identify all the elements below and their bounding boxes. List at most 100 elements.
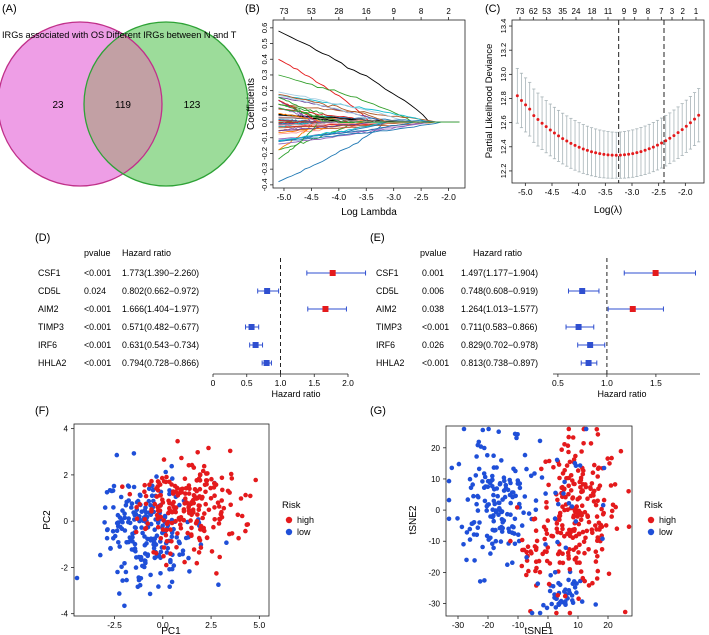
point-high: [155, 516, 160, 522]
x-tick-label: -4.5: [304, 192, 319, 202]
point-low: [115, 569, 120, 575]
point-high: [601, 510, 606, 516]
legend-swatch-high-g: [647, 516, 655, 524]
point-high: [568, 530, 573, 535]
x-tick-label: 1.0: [601, 378, 613, 388]
point-high: [203, 489, 208, 495]
y-tick-label: -0.4: [260, 178, 269, 191]
point-high: [514, 505, 520, 510]
deviance-point: [528, 107, 532, 111]
deviance-point: [668, 136, 672, 140]
panel-a: (A) IRGs associated with OS Different IR…: [0, 3, 249, 187]
point-high: [606, 571, 612, 577]
point-low: [569, 593, 575, 598]
point-high: [153, 551, 159, 556]
point-high: [577, 542, 582, 548]
point-high: [200, 468, 206, 474]
point-low: [566, 501, 572, 506]
coefficient-path: [278, 91, 460, 123]
x-tick-label: 1.5: [650, 378, 662, 388]
point-low: [495, 493, 501, 499]
coefficient-path: [278, 121, 460, 129]
point-high: [194, 519, 200, 524]
point-low: [532, 471, 537, 476]
point-low: [169, 579, 175, 585]
point-high: [243, 528, 248, 534]
point-low: [469, 521, 475, 526]
point-low: [474, 454, 479, 459]
point-high: [219, 475, 225, 481]
point-high: [179, 489, 184, 495]
point-high: [573, 555, 579, 561]
x-tick-label: -2.5: [414, 192, 429, 202]
point-high: [562, 593, 568, 599]
point-low: [491, 492, 496, 498]
point-high: [168, 551, 173, 556]
point-high: [157, 508, 163, 513]
point-low: [158, 571, 163, 576]
coefficient-path: [278, 121, 460, 142]
point-high: [614, 526, 620, 531]
point-low: [171, 563, 177, 568]
point-high: [198, 527, 203, 532]
point-low: [486, 426, 491, 432]
x-tick-label: 0.0: [157, 620, 169, 630]
point-high: [537, 569, 543, 575]
point-high: [134, 516, 140, 521]
point-low: [168, 559, 173, 565]
point-low: [122, 528, 128, 533]
top-tick-label: 7: [659, 7, 664, 16]
point-high: [204, 471, 209, 476]
point-low: [133, 565, 139, 570]
pvalue-cell: 0.038: [422, 304, 444, 314]
point-low: [498, 539, 504, 544]
point-low: [158, 549, 164, 555]
point-low: [552, 570, 558, 575]
coefficient-path: [278, 121, 460, 132]
y-tick-label: -30: [428, 600, 440, 609]
coefficient-path: [278, 121, 460, 151]
point-high: [221, 505, 227, 511]
coefficient-path: [278, 58, 460, 123]
x-tick-label: -4.5: [545, 187, 560, 197]
point-low: [491, 545, 496, 551]
point-low: [160, 523, 165, 529]
y-axis-label-g: tSNE2: [408, 505, 419, 534]
point-low: [485, 453, 490, 458]
point-low: [480, 544, 485, 550]
legend-label-low-g: low: [659, 527, 673, 537]
point-low: [499, 458, 504, 463]
x-tick-label: -3.5: [598, 187, 613, 197]
point-high: [161, 545, 167, 550]
point-low: [543, 542, 548, 547]
point-low: [464, 557, 469, 563]
point-low: [104, 535, 110, 541]
panel-label-e: (E): [370, 232, 385, 244]
point-high: [542, 536, 547, 542]
point-high: [228, 502, 233, 508]
point-high: [577, 560, 582, 565]
point-low: [508, 512, 513, 517]
deviance-point: [565, 139, 569, 143]
point-high: [563, 494, 568, 500]
point-high: [236, 535, 241, 541]
point-high: [568, 488, 574, 493]
point-low: [562, 589, 567, 594]
x-axis-label-b: Log Lambda: [341, 207, 397, 218]
point-high: [220, 487, 225, 493]
point-high: [570, 535, 576, 540]
venn-overlap: [84, 22, 162, 186]
point-low: [481, 471, 487, 476]
point-high: [595, 466, 601, 472]
point-high: [589, 527, 595, 532]
point-high: [601, 497, 607, 503]
point-high: [539, 466, 544, 472]
point-high: [581, 441, 586, 446]
point-high: [557, 517, 562, 522]
point-high: [149, 478, 154, 484]
point-high: [595, 568, 601, 574]
point-low: [593, 602, 598, 607]
point-high: [609, 508, 615, 514]
point-high: [519, 563, 525, 569]
gene-label: TIMP3: [38, 322, 64, 332]
